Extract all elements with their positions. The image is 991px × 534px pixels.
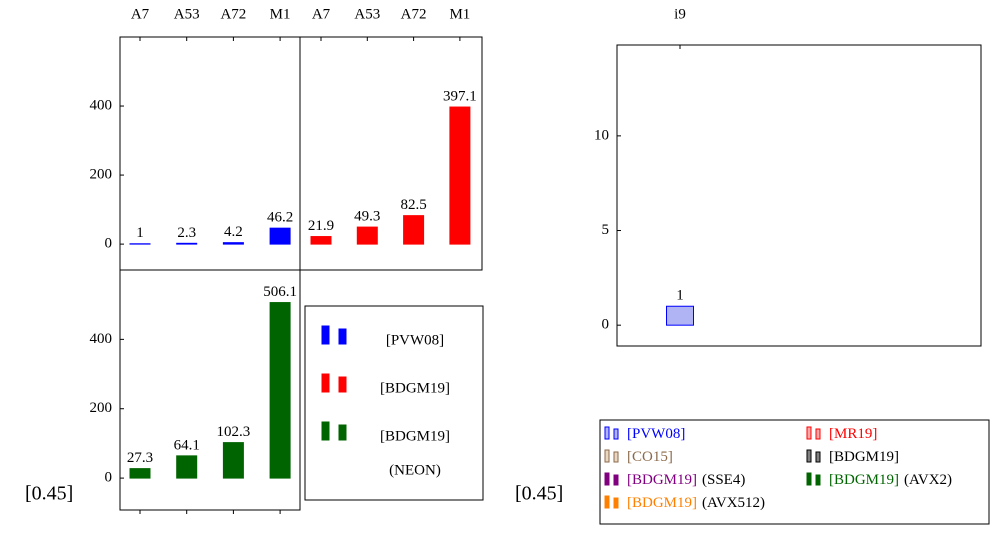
legend-label: [PVW08] xyxy=(386,332,444,348)
legend-name: [BDGM19] xyxy=(627,472,697,488)
x-tick-label: A53 xyxy=(354,6,380,22)
legend-icon xyxy=(338,424,347,441)
legend-icon xyxy=(613,497,619,509)
value-label: 1 xyxy=(676,288,684,304)
legend-icon xyxy=(604,472,610,486)
bar xyxy=(129,468,151,479)
bar xyxy=(356,226,378,245)
legend-name: [CO15] xyxy=(627,449,673,465)
value-label: 2.3 xyxy=(177,225,196,241)
legend-label: [MR19] xyxy=(829,426,877,442)
x-tick-label: A72 xyxy=(401,6,427,22)
caption: [0.45] xyxy=(25,483,73,505)
caption: [0.45] xyxy=(515,483,563,505)
bar xyxy=(449,106,471,245)
plot-frame xyxy=(299,36,483,271)
bar xyxy=(222,442,244,479)
legend-label: [BDGM19] (AVX512) xyxy=(627,495,765,511)
y-tick-label: 200 xyxy=(90,167,113,183)
legend-variant: (SSE4) xyxy=(702,472,745,488)
value-label: 27.3 xyxy=(127,450,153,466)
legend-box xyxy=(599,419,990,525)
value-label: 506.1 xyxy=(263,284,297,300)
x-tick-label: M1 xyxy=(449,6,470,22)
legend-icon xyxy=(604,426,610,440)
value-label: 397.1 xyxy=(443,88,477,104)
legend-icon xyxy=(338,328,347,345)
legend-icon xyxy=(806,472,812,486)
y-tick-label: 400 xyxy=(90,97,113,113)
x-tick-label: A7 xyxy=(312,6,331,22)
legend-icon xyxy=(613,428,619,440)
legend-icon xyxy=(806,426,812,440)
value-label: 21.9 xyxy=(308,218,334,234)
legend-icon xyxy=(321,325,330,345)
y-tick-label: 0 xyxy=(602,317,610,333)
legend-label: [CO15] xyxy=(627,449,673,465)
x-tick-label: i9 xyxy=(674,6,686,22)
legend-icon xyxy=(815,474,821,486)
y-tick-label: 400 xyxy=(90,331,113,347)
bar xyxy=(403,215,425,245)
legend-label: [BDGM19] xyxy=(829,449,899,465)
legend-icon xyxy=(815,451,821,463)
legend-name: [BDGM19] xyxy=(829,449,899,465)
legend-icon xyxy=(604,495,610,509)
y-tick-label: 10 xyxy=(594,127,609,143)
legend-icon xyxy=(321,421,330,441)
bar xyxy=(269,227,291,245)
legend-variant: (AVX512) xyxy=(702,495,765,511)
bar xyxy=(176,242,198,245)
legend-icon xyxy=(613,451,619,463)
legend-icon xyxy=(321,373,330,393)
x-tick-label: A53 xyxy=(174,6,200,22)
legend-icon xyxy=(815,428,821,440)
x-tick-label: A72 xyxy=(220,6,246,22)
y-tick-label: 0 xyxy=(105,236,113,252)
value-label: 82.5 xyxy=(400,197,426,213)
value-label: 102.3 xyxy=(217,424,251,440)
bar xyxy=(666,305,694,326)
y-tick-label: 5 xyxy=(602,222,610,238)
bar xyxy=(269,302,291,479)
bar xyxy=(310,236,332,245)
legend-label: [PVW08] xyxy=(627,426,685,442)
value-label: 4.2 xyxy=(224,224,243,240)
legend-label: [BDGM19] (AVX2) xyxy=(829,472,952,488)
value-label: 64.1 xyxy=(174,437,200,453)
value-label: 46.2 xyxy=(267,210,293,226)
plot-frame xyxy=(119,269,301,511)
legend-variant: (AVX2) xyxy=(904,472,952,488)
value-label: 49.3 xyxy=(354,209,380,225)
plot-frame xyxy=(616,44,982,347)
legend-icon xyxy=(604,449,610,463)
legend-label: [BDGM19] xyxy=(380,380,450,396)
legend-name: [BDGM19] xyxy=(627,495,697,511)
value-label: 1 xyxy=(136,225,144,241)
legend-label: [BDGM19] xyxy=(380,428,450,444)
legend-icon xyxy=(806,449,812,463)
legend-icon xyxy=(338,376,347,393)
legend-icon xyxy=(613,474,619,486)
legend-name: [PVW08] xyxy=(627,426,685,442)
x-tick-label: M1 xyxy=(270,6,291,22)
legend-label: [BDGM19] (SSE4) xyxy=(627,472,745,488)
legend-box xyxy=(304,305,484,501)
y-tick-label: 0 xyxy=(105,470,113,486)
y-tick-label: 200 xyxy=(90,400,113,416)
bar xyxy=(176,455,198,479)
bar xyxy=(222,242,244,245)
legend-name: [MR19] xyxy=(829,426,877,442)
legend-name: [BDGM19] xyxy=(829,472,899,488)
x-tick-label: A7 xyxy=(131,6,150,22)
legend-variant: (NEON) xyxy=(389,462,441,478)
